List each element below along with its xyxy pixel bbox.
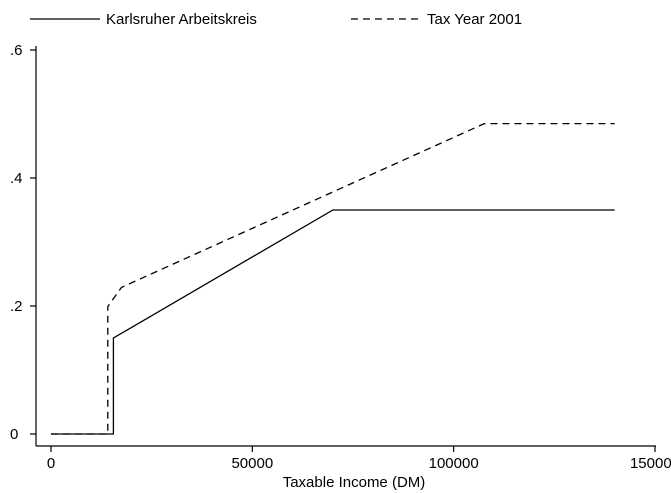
legend-label-karlsruher-arbeitskreis: Karlsruher Arbeitskreis (106, 11, 257, 28)
x-tick-label: 50000 (231, 455, 273, 472)
y-tick-label: .2 (10, 298, 23, 315)
series-line-tax-year-2001 (51, 124, 615, 434)
y-tick-label: 0 (10, 426, 18, 443)
x-tick-label: 150000 (630, 455, 671, 472)
legend-label-tax-year-2001: Tax Year 2001 (427, 11, 522, 28)
x-tick-label: 0 (47, 455, 55, 472)
series-line-karlsruher-arbeitskreis (51, 210, 615, 434)
y-tick-label: .6 (10, 42, 23, 59)
y-tick-label: .4 (10, 170, 23, 187)
x-ticks: 0 50000 100000 150000 (47, 446, 671, 472)
x-tick-label: 100000 (429, 455, 479, 472)
legend: Karlsruher Arbeitskreis Tax Year 2001 (30, 11, 522, 28)
series-group (51, 124, 615, 434)
x-axis-title: Taxable Income (DM) (283, 474, 426, 491)
y-ticks: 0 .2 .4 .6 (10, 42, 36, 443)
